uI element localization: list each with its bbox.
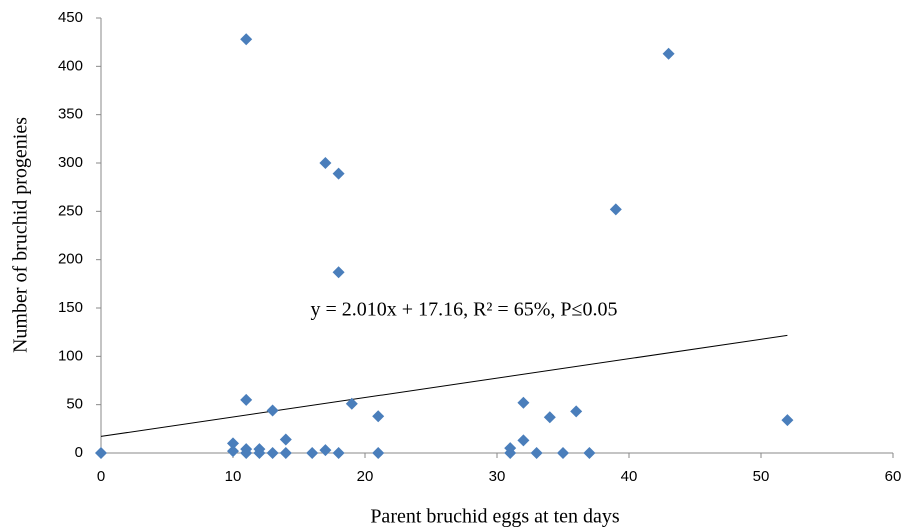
scatter-point (266, 404, 279, 417)
scatter-point (240, 447, 253, 459)
x-tick-label: 50 (753, 468, 770, 485)
scatter-point (279, 447, 292, 459)
y-tick-label: 150 (58, 299, 83, 316)
trendline (100, 334, 788, 437)
scatter-point (332, 266, 345, 279)
y-tick-label: 450 (58, 9, 83, 26)
scatter-point (517, 434, 530, 447)
scatter-point (227, 445, 239, 458)
y-tick-label: 200 (58, 251, 83, 268)
scatter-point (504, 447, 517, 459)
scatter-point (306, 447, 319, 459)
scatter-point (319, 157, 332, 169)
y-tick-label: 100 (58, 347, 83, 364)
scatter-point (332, 167, 345, 180)
x-tick-label: 10 (225, 468, 242, 485)
scatter-point (530, 447, 543, 459)
y-tick-label: 400 (58, 57, 83, 74)
scatter-point (543, 411, 556, 424)
y-tick-label: 50 (66, 396, 83, 413)
scatter-point (517, 396, 530, 409)
scatter-point (557, 447, 569, 459)
scatter-point (372, 410, 385, 423)
x-axis-title: Parent bruchid eggs at ten days (370, 506, 620, 528)
scatter-point (227, 437, 239, 450)
scatter-point (332, 447, 345, 459)
y-tick-label: 250 (58, 202, 83, 219)
scatter-point (319, 444, 332, 457)
y-tick-label: 300 (58, 154, 83, 171)
scatter-point (570, 405, 583, 418)
x-tick-label: 20 (357, 468, 374, 485)
scatter-point (583, 447, 596, 459)
x-tick-label: 60 (885, 468, 902, 485)
y-axis-title: Number of bruchid progenies (10, 117, 32, 353)
scatter-point (372, 447, 385, 459)
trendline-annotation: y = 2.010x + 17.16, R² = 65%, P≤0.05 (311, 299, 618, 321)
x-tick-label: 40 (621, 468, 638, 485)
scatter-point (240, 33, 253, 46)
scatter-point (662, 47, 675, 60)
scatter-point (609, 203, 622, 216)
y-tick-label: 350 (58, 106, 83, 123)
scatter-point (279, 433, 292, 446)
x-tick-label: 0 (97, 468, 105, 485)
scatter-point (240, 393, 253, 406)
y-tick-label: 0 (75, 444, 83, 461)
scatter-point (253, 447, 266, 459)
x-tick-label: 30 (489, 468, 506, 485)
scatter-point (95, 447, 107, 459)
scatter-point (345, 397, 358, 410)
scatter-point (266, 447, 279, 459)
scatter-point (781, 414, 794, 427)
